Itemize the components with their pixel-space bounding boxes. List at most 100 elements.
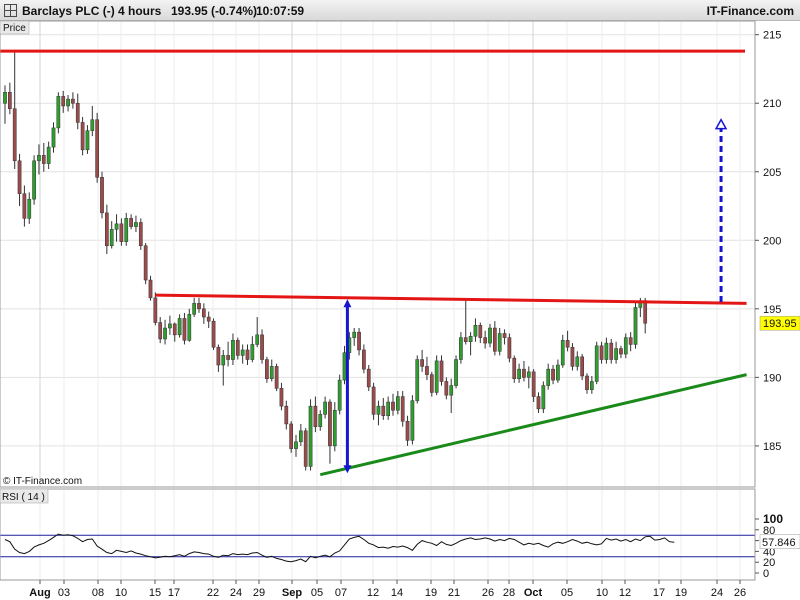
candle-bearish [284, 405, 289, 425]
candle-bearish [444, 381, 449, 396]
candle-bearish [100, 176, 104, 214]
time-tick-label: 17 [653, 587, 665, 599]
time-tick-label: 05 [311, 587, 323, 599]
candle-bullish [386, 401, 390, 416]
rsi-panel-label: RSI ( 14 ) [2, 492, 45, 503]
candle-bearish [522, 368, 526, 378]
candle-bearish [211, 320, 216, 348]
candle-bullish [177, 318, 182, 336]
candle-bearish [265, 359, 269, 379]
candle-bullish [90, 119, 95, 131]
price-panel-frame [0, 20, 756, 488]
candle-bullish [575, 356, 580, 367]
candle-bullish [168, 323, 172, 329]
time-tick-label: 19 [425, 587, 437, 599]
time-tick-label: 29 [253, 587, 265, 599]
candle-bearish [463, 337, 468, 342]
candle-bearish [61, 96, 66, 107]
rsi-last-tag [759, 534, 800, 550]
rsi-panel-tag [0, 488, 49, 504]
candle-bearish [643, 300, 648, 324]
candle-bearish [599, 345, 604, 360]
price-panel-label: Price [3, 23, 26, 34]
candle-bearish [12, 108, 17, 162]
candle-bearish [512, 357, 517, 379]
candle-bullish [633, 307, 638, 345]
support-trendline [319, 373, 747, 477]
candle-bullish [27, 198, 32, 219]
candle-bullish [187, 314, 192, 341]
candle-bearish [260, 334, 264, 360]
rsi-series [4, 533, 675, 563]
candle-bullish [434, 360, 439, 393]
candle-bullish [546, 368, 551, 386]
time-tick-label: 19 [675, 587, 687, 599]
time-tick-label: 24 [711, 587, 723, 599]
app-grid-icon[interactable] [4, 4, 17, 17]
candle-bearish [197, 303, 201, 310]
candle-bullish [337, 379, 342, 411]
candle-bullish [623, 337, 628, 355]
copyright-label: © IT-Finance.com [3, 476, 82, 487]
candle-bearish [206, 316, 211, 322]
candle-bullish [134, 222, 138, 227]
candle-bearish [531, 371, 536, 397]
quote-time: 10:07:59 [256, 4, 305, 18]
candle-bearish [279, 388, 284, 407]
candle-bullish [376, 405, 381, 415]
candle-bearish [628, 337, 633, 345]
target-arrow-head [714, 118, 728, 130]
candle-bullish [410, 400, 415, 441]
candle-bullish [352, 331, 357, 338]
candle-bullish [560, 340, 565, 366]
candle-bullish [294, 441, 298, 449]
candle-bearish [357, 331, 361, 351]
interval-label: 4 hours [118, 4, 162, 18]
candle-bullish [556, 364, 560, 381]
price-tick-label: 210 [763, 98, 781, 110]
candle-bullish [250, 344, 255, 360]
candle-bearish [226, 355, 230, 360]
candle-bearish [619, 348, 623, 355]
candle-bearish [328, 401, 332, 447]
candle-bullish [454, 359, 458, 386]
annotation-lines [0, 49, 747, 477]
candle-bullish [46, 146, 51, 164]
time-tick-label: 22 [207, 587, 219, 599]
candle-bearish [502, 333, 507, 338]
price-panel-tag [0, 20, 30, 35]
candle-bearish [391, 401, 395, 411]
candle-bearish [22, 193, 27, 219]
candle-bullish [66, 98, 70, 107]
rsi-tick-label: 40 [763, 546, 775, 558]
candle-bearish [289, 423, 293, 449]
candle-bearish [609, 342, 614, 360]
candle-bearish [95, 119, 100, 178]
time-tick-label: 26 [734, 587, 746, 599]
time-tick-label: 10 [596, 587, 608, 599]
candle-bullish [109, 229, 114, 247]
candle-bullish [318, 414, 323, 427]
candle-bullish [37, 155, 41, 162]
last-price-tag [759, 315, 800, 331]
candle-bullish [255, 334, 260, 345]
candle-bearish [158, 322, 163, 340]
candle-bearish [138, 222, 143, 247]
candle-bearish [439, 360, 444, 382]
candle-bearish [235, 340, 240, 356]
candle-bearish [551, 368, 555, 381]
candle-bearish [478, 325, 483, 338]
candle-bearish [8, 92, 12, 109]
rsi-gridlines [0, 489, 755, 580]
candle-bearish [71, 98, 75, 104]
price-tick-label: 190 [763, 372, 781, 384]
last-price-value: 193.95 [763, 318, 797, 330]
candle-bearish [182, 318, 187, 341]
candle-bullish [269, 366, 274, 379]
candle-bullish [56, 96, 61, 129]
price-tick-label: 200 [763, 235, 781, 247]
candle-bearish [245, 349, 250, 360]
candle-bullish [308, 405, 313, 467]
